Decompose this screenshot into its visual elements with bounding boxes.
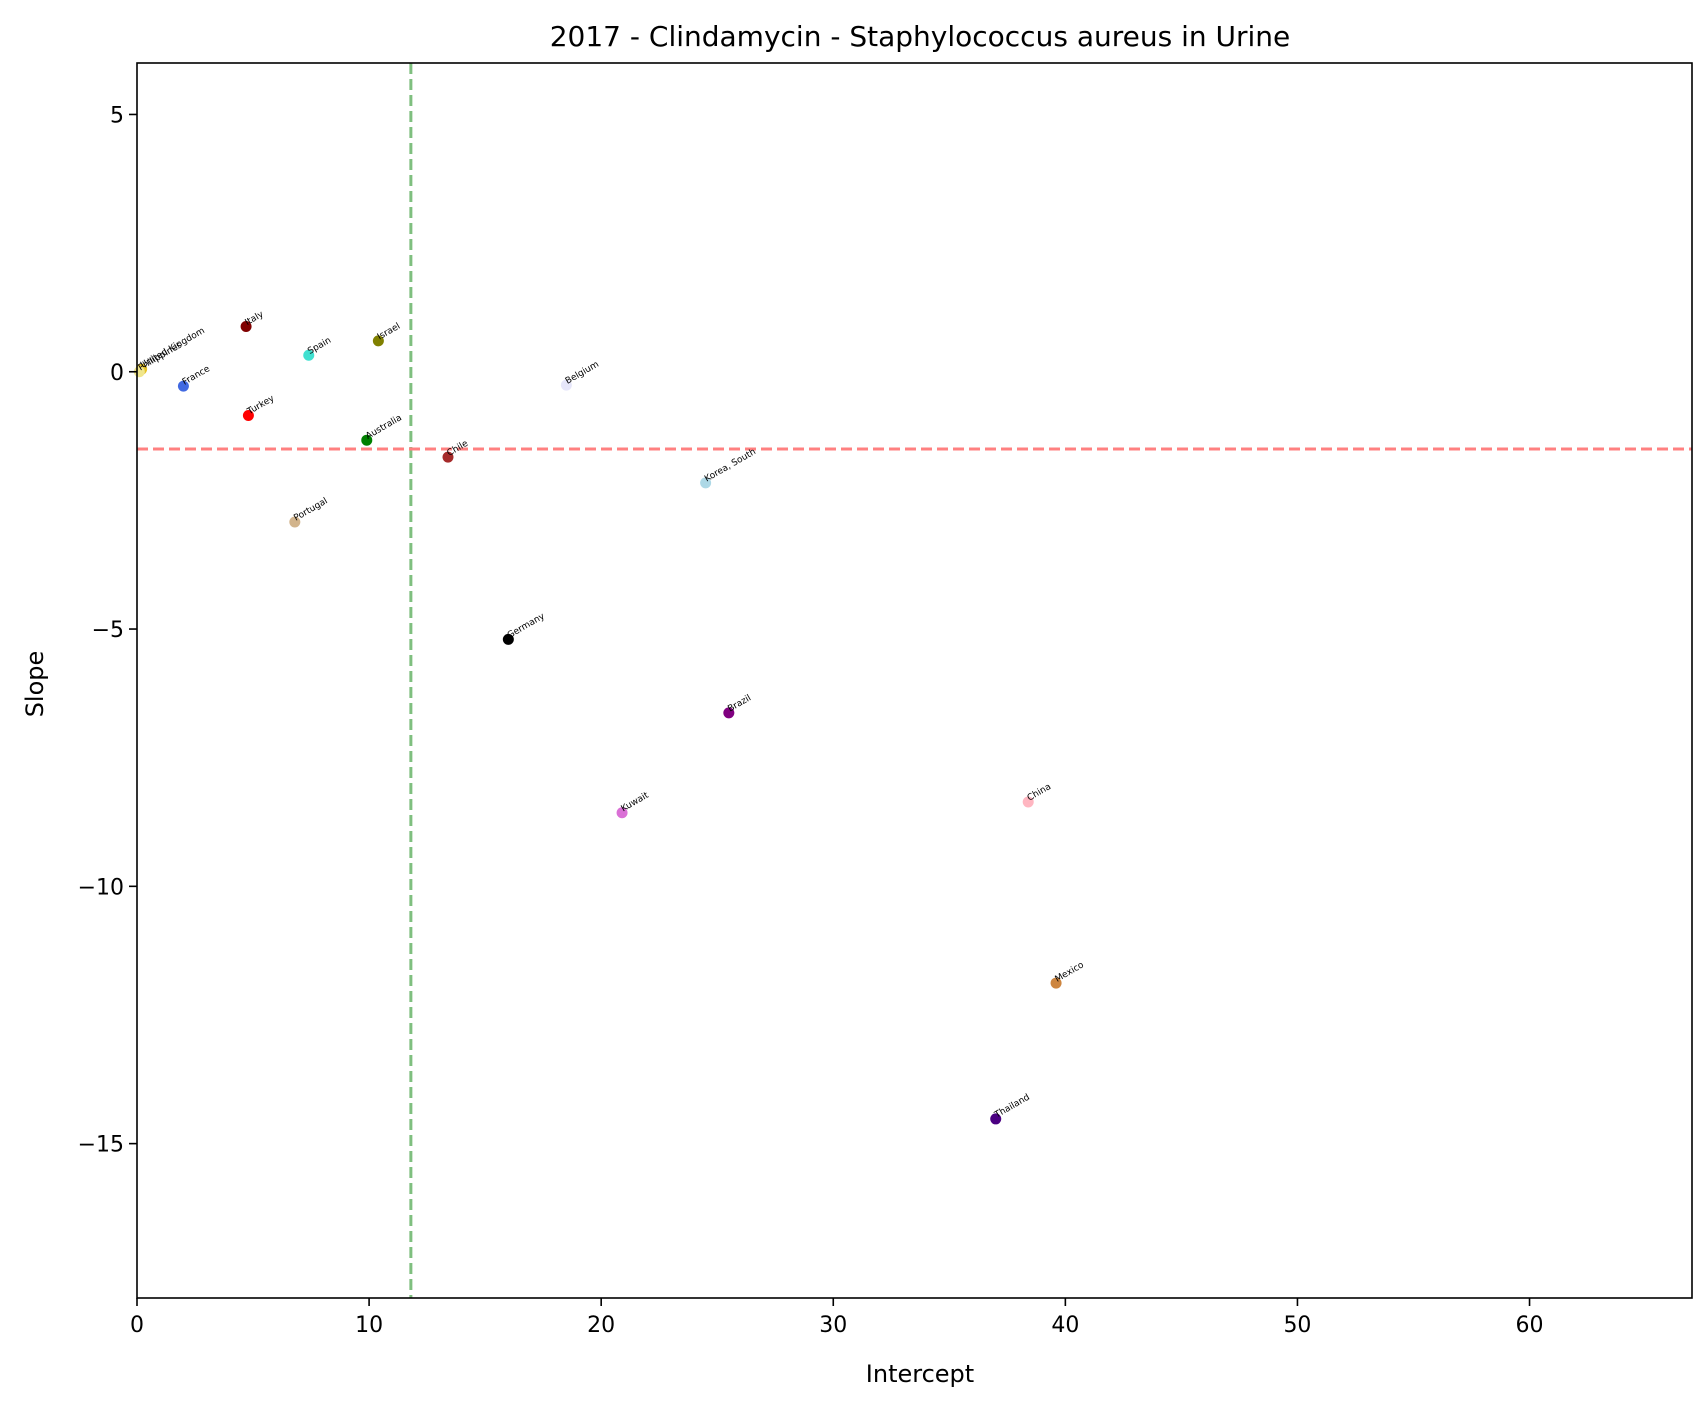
point-korea-south [700,477,712,489]
point-kuwait [616,807,628,819]
y-tick-label: −5 [92,618,124,643]
point-belgium [560,379,572,391]
plot-frame [136,62,1693,1299]
x-tick-label: 0 [130,1313,144,1338]
point-italy [240,320,252,332]
point-label-australia: Australia [364,413,403,442]
point-label-kuwait: Kuwait [620,790,651,814]
point-israel [372,335,384,347]
x-tick-label: 60 [1516,1313,1544,1338]
x-axis-label: Intercept [866,1360,974,1388]
x-tick-label: 30 [819,1313,847,1338]
point-label-philippines: Philippines [137,340,184,373]
point-label-mexico: Mexico [1054,960,1087,985]
point-turkey [242,409,254,421]
x-tick-label: 10 [355,1313,383,1338]
point-label-germany: Germany [506,611,547,641]
point-label-belgium: Belgium [564,360,601,387]
point-label-spain: Spain [306,336,333,357]
point-label-france: France [181,364,212,388]
x-tick-label: 40 [1051,1313,1079,1338]
y-tick-label: 0 [110,361,124,386]
point-label-korea-south: Korea, South [703,447,758,484]
point-france [177,380,189,392]
point-australia [361,434,373,446]
point-label-china: China [1026,782,1053,804]
point-label-turkey: Turkey [245,393,277,417]
y-tick-label: 5 [110,103,124,128]
point-thailand [990,1113,1002,1125]
chart-title: 2017 - Clindamycin - Staphylococcus aure… [550,20,1291,53]
y-tick-label: −10 [78,875,124,900]
point-spain [303,349,315,361]
reference-lines [137,63,1692,1298]
x-tick-label: 50 [1283,1313,1311,1338]
point-label-israel: Israel [376,322,402,343]
y-axis-label: Slope [21,651,49,718]
point-brazil [723,707,735,719]
point-portugal [289,516,301,528]
point-mexico [1050,977,1062,989]
point-label-chile: Chile [446,439,471,459]
data-points: United KingdomPhilippinesFranceItalyTurk… [133,309,1087,1125]
y-tick-label: −15 [78,1133,124,1158]
point-label-italy: Italy [244,309,266,328]
point-label-portugal: Portugal [292,496,329,523]
point-label-brazil: Brazil [726,693,753,714]
point-chile [442,451,454,463]
point-label-thailand: Thailand [992,1093,1031,1121]
point-china [1022,796,1034,808]
point-germany [502,633,514,645]
x-tick-label: 20 [587,1313,615,1338]
